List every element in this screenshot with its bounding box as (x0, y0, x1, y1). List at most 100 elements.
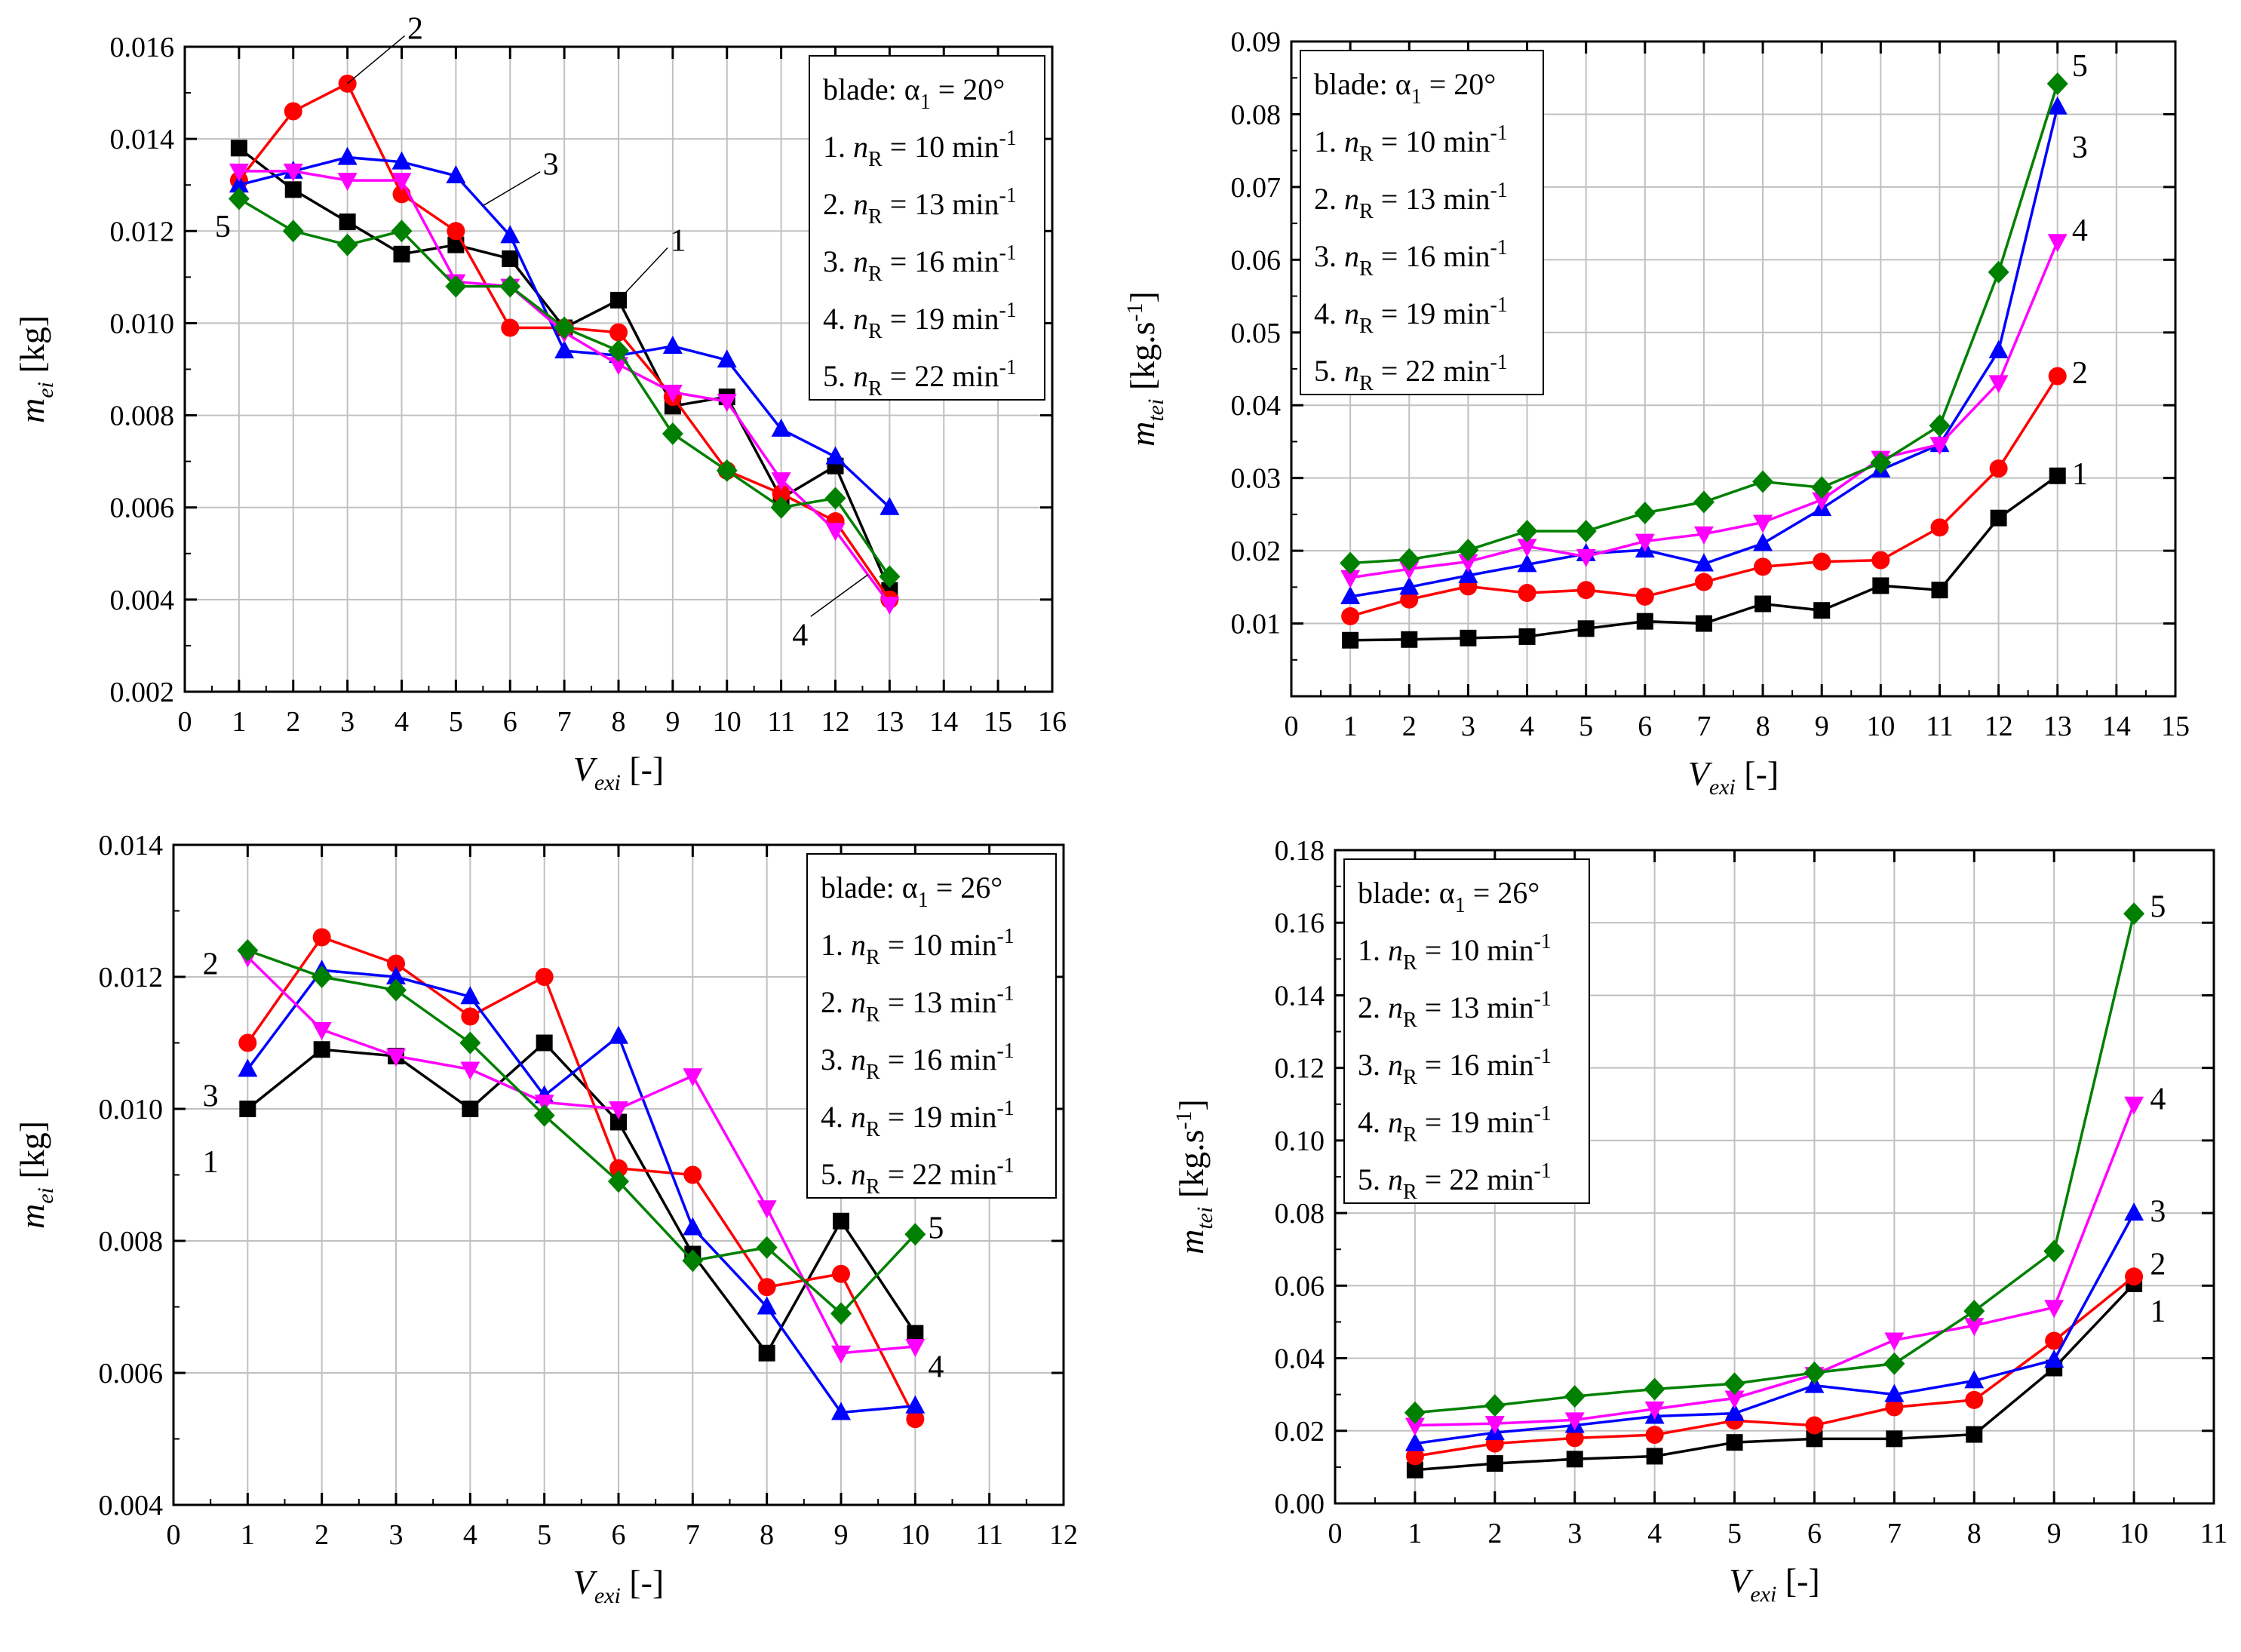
legend-entry: 4. nR = 19 min-1 (1314, 293, 1508, 338)
data-point (1805, 1416, 1824, 1435)
data-point (1884, 1332, 1905, 1351)
y-tick-label: 0.12 (1275, 1053, 1325, 1085)
data-point (833, 1212, 849, 1230)
data-point (1804, 1361, 1825, 1384)
data-point (683, 1165, 702, 1184)
y-tick-label: 0.05 (1231, 318, 1282, 349)
data-point (1635, 533, 1655, 552)
data-point (683, 1217, 703, 1236)
x-tick-label: 5 (1579, 711, 1593, 742)
curve-number-label: 3 (2072, 131, 2088, 165)
data-point (880, 596, 900, 615)
y-tick-label: 0.014 (99, 830, 164, 861)
series-line (247, 949, 916, 1316)
data-point (239, 1101, 256, 1117)
x-tick-label: 4 (394, 706, 409, 738)
series-line (1414, 1104, 2135, 1427)
x-tick-label: 4 (1647, 1518, 1662, 1549)
y-tick-label: 0.04 (1275, 1343, 1325, 1375)
data-point (228, 187, 250, 210)
data-point (536, 1034, 553, 1052)
series-5 (237, 939, 926, 1325)
series-line (1414, 913, 2135, 1414)
data-point (554, 340, 575, 359)
legend-entry: 2. nR = 13 min-1 (821, 982, 1015, 1027)
data-point (1634, 501, 1656, 524)
data-point (662, 335, 683, 354)
legend-title: blade: α1 = 20° (823, 72, 1005, 114)
x-tick-label: 12 (1049, 1519, 1078, 1551)
curve-number-label: 3 (203, 1079, 219, 1114)
curve-number-label: 1 (203, 1145, 219, 1180)
data-point (1399, 576, 1420, 595)
data-point (1752, 470, 1774, 493)
curve-number-label: 1 (2150, 1294, 2166, 1329)
data-point (1405, 1447, 1424, 1466)
x-tick-label: 3 (389, 1519, 404, 1551)
data-point (284, 102, 302, 121)
leader-line (618, 247, 668, 301)
x-tick-label: 12 (1985, 711, 2013, 742)
ticks (172, 843, 1065, 1506)
data-point (502, 250, 519, 267)
curve-number-label: 4 (2072, 213, 2088, 248)
data-point (229, 174, 249, 193)
x-tick-label: 10 (713, 706, 741, 738)
data-point (2124, 1202, 2144, 1221)
x-axis-title: Vexi [-] (573, 1563, 665, 1608)
y-tick-label: 0.18 (1275, 835, 1325, 867)
y-tick-label: 0.008 (110, 401, 175, 432)
data-point (1398, 548, 1420, 571)
y-axis-title: mei [kg] (13, 315, 58, 423)
y-axis-title: mtei [kg.s-1] (1122, 291, 1168, 447)
data-point (825, 446, 846, 465)
data-point (311, 966, 333, 988)
x-tick-label: 1 (232, 706, 246, 738)
y-tick-label: 0.012 (99, 962, 164, 993)
data-point (385, 978, 407, 1002)
data-point (336, 233, 358, 256)
x-tick-label: 5 (1727, 1518, 1742, 1549)
curve-number-label: 3 (2150, 1195, 2166, 1230)
x-tick-label: 5 (537, 1519, 551, 1551)
data-point (386, 1049, 406, 1067)
x-tick-label: 2 (286, 706, 300, 738)
x-tick-label: 13 (875, 706, 904, 738)
x-tick-label: 11 (767, 706, 795, 738)
data-point (1341, 606, 1360, 625)
data-point (1724, 1372, 1745, 1396)
legend-entry: 5. nR = 22 min-1 (821, 1154, 1015, 1199)
data-point (533, 1104, 555, 1127)
y-tick-label: 0.010 (110, 308, 175, 339)
ticks (1334, 849, 2215, 1505)
y-tick-label: 0.02 (1231, 536, 1282, 567)
data-point (2125, 1267, 2144, 1286)
curve-number-label: 3 (543, 148, 559, 183)
data-point (461, 1007, 480, 1026)
data-point (1404, 1417, 1425, 1436)
y-tick-label: 0.016 (110, 32, 175, 63)
data-point (905, 1339, 926, 1357)
x-tick-label: 8 (1967, 1518, 1982, 1549)
y-axis-title: mtei [kg.s-1] (1171, 1099, 1217, 1254)
data-point (1646, 1448, 1663, 1465)
data-point (237, 939, 259, 962)
data-point (1636, 613, 1653, 630)
data-point (1964, 1318, 1985, 1337)
data-point (1694, 573, 1713, 591)
legend-entry: 3. nR = 16 min-1 (823, 241, 1017, 286)
data-point (238, 1058, 258, 1077)
curve-number-label: 4 (928, 1350, 944, 1384)
data-point (609, 1025, 628, 1044)
x-tick-label: 6 (1807, 1518, 1822, 1549)
x-tick-label: 3 (1461, 711, 1475, 742)
data-point (393, 245, 410, 263)
data-point (2124, 1096, 2144, 1115)
series-5 (1404, 902, 2145, 1424)
x-tick-label: 9 (1815, 711, 1829, 742)
y-tick-label: 0.07 (1231, 172, 1282, 204)
series-1 (1342, 467, 2066, 649)
data-point (1813, 602, 1831, 619)
legend-entry: 5. nR = 22 min-1 (823, 356, 1017, 401)
legend-entry: 2. nR = 13 min-1 (823, 184, 1017, 229)
